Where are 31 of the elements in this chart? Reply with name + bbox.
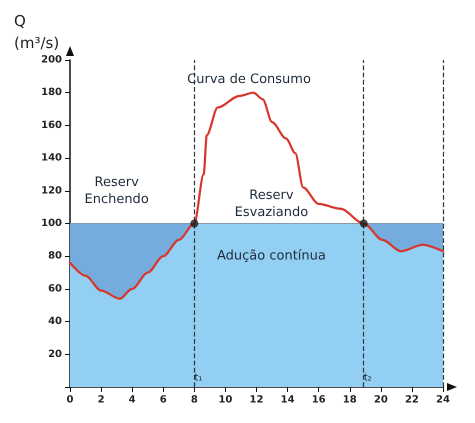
ref-line-label: t₁	[194, 372, 202, 384]
x-tick-label: 12	[250, 394, 264, 406]
y-tick-label: 60	[48, 283, 62, 294]
y-tick-label: 160	[41, 120, 62, 131]
annotation: Curva de Consumo	[187, 72, 311, 88]
x-tick-label: 0	[66, 394, 74, 406]
y-tick-label: 20	[48, 348, 62, 360]
y-tick-label: 140	[41, 152, 62, 164]
x-tick-label: 6	[160, 394, 167, 406]
y-tick-label: 100	[41, 218, 62, 229]
annotation: Reserv Enchendo	[84, 174, 149, 207]
x-tick-label: 8	[190, 394, 198, 406]
x-tick-label: 14	[280, 394, 295, 406]
x-tick-label: 10	[218, 394, 232, 406]
x-tick-label: 22	[404, 394, 419, 406]
ref-line-label: t₂	[364, 372, 372, 384]
x-tick-label: 4	[128, 394, 136, 406]
annotation: Reserv Esvaziando	[234, 188, 308, 220]
annotation: Adução contínua	[216, 248, 326, 264]
x-tick-label: 16	[312, 394, 326, 406]
y-tick-label: 120	[41, 185, 62, 196]
x-tick-label: 2	[98, 394, 105, 406]
x-tick-label: 20	[374, 394, 388, 406]
x-tick-label: 18	[342, 394, 357, 406]
y-tick-label: 200	[41, 54, 62, 66]
y-tick-label: 40	[48, 316, 62, 328]
y-tick-label: 180	[41, 87, 62, 98]
y-axis-title: Q (m³/s)	[14, 12, 60, 52]
line-series	[68, 92, 444, 300]
y-tick-label: 80	[48, 250, 62, 262]
x-tick-label: 24	[436, 394, 450, 406]
